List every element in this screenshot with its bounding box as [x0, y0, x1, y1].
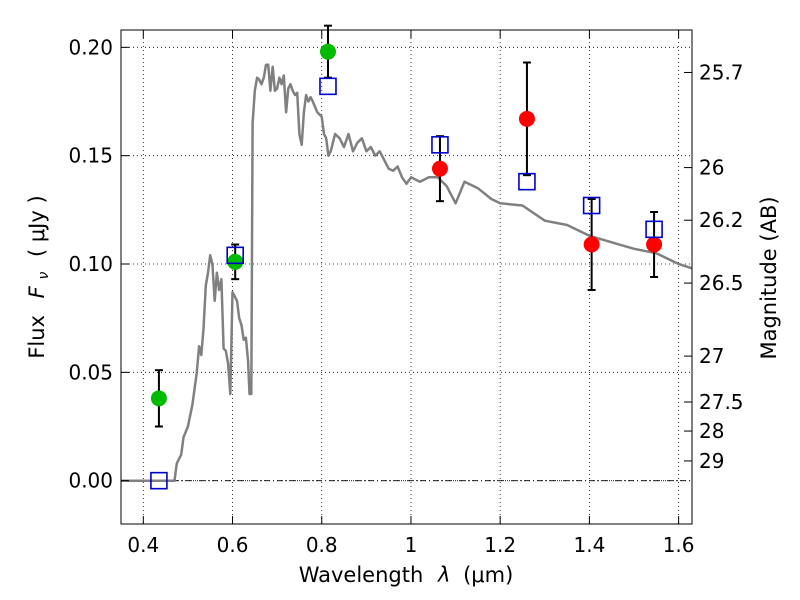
x-axis-label-symbol: λ: [437, 563, 450, 587]
svg-text:Wavelength λ (μm): Wavelength λ (μm): [299, 563, 514, 587]
y-tick-label-0: 0.00: [68, 469, 113, 493]
x-tick-label-2: 0.8: [306, 533, 338, 557]
model-flux-square-5: [582, 196, 601, 215]
y-axis-label-symbol: F: [25, 285, 49, 298]
y2-axis-label: Magnitude (AB): [757, 196, 781, 359]
mag-tick-label-4: 27: [699, 344, 724, 368]
mag-tick-label-0: 25.7: [699, 60, 744, 84]
x-axis-label: Wavelength λ (μm): [299, 563, 514, 587]
data-point-0-0: [150, 390, 167, 407]
mag-tick-label-3: 26.5: [699, 271, 744, 295]
model-flux-square-2: [319, 77, 337, 96]
model-flux-square-4: [518, 172, 536, 191]
model-flux-square-1: [226, 246, 244, 265]
mag-tick-label-6: 28: [699, 419, 724, 443]
x-tick-label-3: 1: [405, 533, 418, 557]
x-tick-label-0: 0.4: [127, 533, 159, 557]
mag-tick-label-7: 29: [699, 449, 724, 473]
model-flux-square-3: [431, 136, 449, 154]
y-axis-label-unit: ( μJy ): [25, 195, 49, 257]
y-tick-label-1: 0.05: [68, 360, 113, 384]
plot-frame: [120, 29, 693, 525]
model-spectrum-line: [121, 63, 693, 482]
y-axis-label-text: Flux: [25, 315, 49, 359]
mag-tick-label-1: 26: [699, 156, 724, 180]
svg-text:Flux F ν ( μ: Flux F ν ( μJy ): [25, 195, 53, 358]
model-flux-square-6: [645, 220, 663, 239]
mag-tick-label-2: 26.2: [699, 208, 744, 232]
x-tick-label-6: 1.6: [663, 533, 695, 557]
x-tick-label-5: 1.4: [573, 533, 605, 557]
x-axis-label-unit: (μm): [463, 563, 513, 587]
y-tick-label-3: 0.15: [68, 144, 113, 168]
y2-axis-label-text: Magnitude (AB): [757, 196, 781, 359]
data-point-1-0: [431, 160, 448, 177]
data-point-1-3: [646, 236, 663, 253]
y-axis-label-subscript: ν: [36, 272, 52, 280]
x-tick-label-1: 0.6: [217, 533, 249, 557]
y-axis-label: Flux F ν ( μJy ): [25, 195, 53, 358]
model-flux-square-0: [150, 471, 168, 490]
data-point-1-2: [583, 236, 600, 253]
data-point-0-2: [319, 43, 336, 60]
tick-layer: 0.4 0.6 0.8 1 1.2 1.4 1.6 0.00 0.05 0.10 0.15 0.20 2…: [68, 30, 744, 557]
data-point-1-1: [518, 110, 535, 127]
mag-tick-label-5: 27.5: [699, 390, 744, 414]
y-tick-label-2: 0.10: [68, 252, 113, 276]
x-axis-label-text: Wavelength: [299, 563, 424, 587]
model-spectrum-layer: [121, 63, 693, 482]
y-tick-label-4: 0.20: [68, 35, 113, 59]
data-point-0-1: [227, 253, 244, 270]
x-tick-label-4: 1.2: [484, 533, 516, 557]
marker-layer: [150, 43, 663, 490]
